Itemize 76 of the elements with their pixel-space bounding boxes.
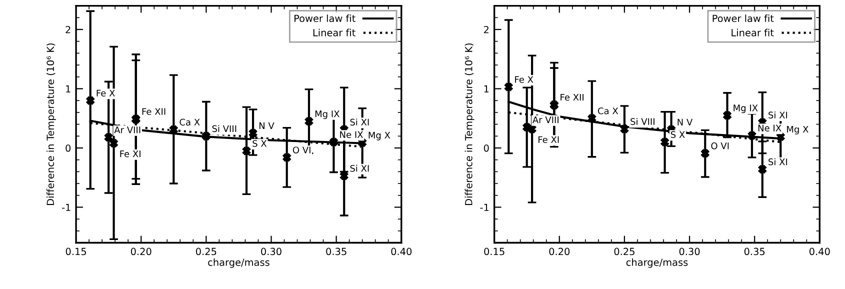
annotation: Mg X xyxy=(787,126,808,134)
annotation: Fe XI xyxy=(120,150,140,158)
y-tick-label: 1 xyxy=(484,85,489,92)
x-tick-label: 0.20 xyxy=(130,248,152,256)
point xyxy=(104,133,113,142)
annotation: S X xyxy=(252,140,267,147)
point xyxy=(202,132,210,140)
y-tick-label: 2 xyxy=(66,26,70,34)
annotation: Si XI xyxy=(350,118,369,126)
annotation: O VI xyxy=(711,142,729,150)
y-tick-label: -1 xyxy=(480,204,489,211)
annotation: S X xyxy=(670,131,685,138)
y-axis-title: Difference in Temperature (10⁶ K) xyxy=(464,43,474,205)
annotation: Fe X xyxy=(96,90,115,97)
x-axis-title: charge/mass xyxy=(626,258,688,268)
annotation: Ar VIII xyxy=(114,126,140,134)
x-tick-label: 0.20 xyxy=(549,248,570,256)
point xyxy=(700,149,710,158)
x-axis-title: charge/mass xyxy=(208,258,270,268)
y-tick-label: 0 xyxy=(484,144,489,152)
x-tick-label: 0.25 xyxy=(614,248,634,256)
annotation: Ca X xyxy=(180,118,200,126)
y-tick-label: 2 xyxy=(484,26,488,34)
legend-label: Linear fit xyxy=(732,28,774,36)
point xyxy=(660,138,669,146)
annotation: Si XI xyxy=(768,158,788,166)
y-axis-title: Difference in Temperature (10⁶ K) xyxy=(46,43,56,205)
legend-label: Linear fit xyxy=(313,28,356,36)
x-tick-label: 0.35 xyxy=(326,248,346,256)
annotation: N V xyxy=(259,122,274,129)
point xyxy=(330,138,338,146)
x-tick-label: 0.15 xyxy=(484,248,504,256)
x-tick-label: 0.35 xyxy=(744,248,765,256)
point xyxy=(110,139,118,148)
point xyxy=(748,131,756,140)
annotation: N V xyxy=(678,118,693,126)
point xyxy=(620,124,629,134)
y-tick-label: 0 xyxy=(66,144,71,152)
point xyxy=(528,124,536,134)
annotation: Fe XII xyxy=(142,108,166,115)
annotation: Si XI xyxy=(350,164,369,172)
legend-label: Power law fit xyxy=(712,14,774,22)
annotation: Mg IX xyxy=(734,104,758,114)
annotation: Fe X xyxy=(515,76,534,83)
point xyxy=(242,146,251,156)
annotation: Si VIII xyxy=(630,118,654,125)
point xyxy=(86,96,95,105)
x-tick-label: 0.25 xyxy=(196,248,216,256)
annotation: Si VIII xyxy=(212,125,236,132)
point xyxy=(304,117,314,126)
point xyxy=(169,125,178,134)
y-tick-label: 1 xyxy=(66,85,70,92)
annotation: Ne IX xyxy=(340,131,364,138)
annotation: Ca X xyxy=(598,107,618,114)
legend-label: Power law fit xyxy=(294,14,356,22)
point xyxy=(776,132,785,141)
point xyxy=(758,165,767,174)
x-tick-label: 0.30 xyxy=(679,248,700,256)
point xyxy=(723,111,732,120)
x-tick-label: 0.40 xyxy=(391,248,412,256)
point xyxy=(282,153,292,162)
annotation: Ne IX xyxy=(758,124,782,132)
point xyxy=(588,114,596,123)
annotation: Fe XII xyxy=(560,94,584,101)
point xyxy=(504,82,513,92)
x-tick-label: 0.30 xyxy=(261,248,282,256)
annotation: Ar VIII xyxy=(532,116,558,124)
annotation: O VI xyxy=(292,146,310,154)
annotation: Mg X xyxy=(368,132,390,140)
annotation: Mg IX xyxy=(315,110,340,120)
annotation: Fe XI xyxy=(538,136,559,144)
y-tick-label: -1 xyxy=(62,204,70,211)
annotation: Si XI xyxy=(768,111,788,118)
point xyxy=(248,128,258,138)
x-tick-label: 0.15 xyxy=(66,248,86,256)
x-tick-label: 0.40 xyxy=(809,248,830,256)
